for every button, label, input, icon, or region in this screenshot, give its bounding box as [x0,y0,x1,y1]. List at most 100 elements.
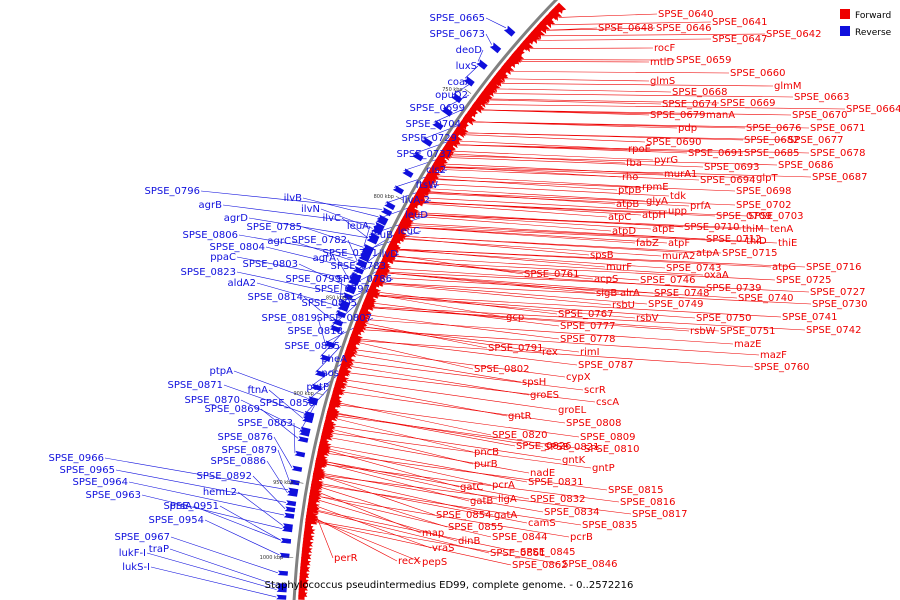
reverse-gene-label: SPSE_0823 [181,267,237,278]
forward-gene-label: rpoE [628,144,651,155]
forward-gene-marker [411,197,420,205]
forward-gene-label: SPSE_0659 [676,55,732,66]
reverse-gene-marker [503,25,516,37]
forward-leader-line [316,510,490,554]
forward-gene-label: SPSE_0712 [706,234,762,245]
forward-leader-line [386,272,620,294]
forward-gene-marker [486,82,498,93]
forward-gene-marker [503,59,514,70]
forward-gene-label: SPSE_0727 [810,287,866,298]
forward-leader-line [323,475,632,515]
legend-reverse-label: Reverse [855,28,892,38]
reverse-leader-line [150,566,277,598]
forward-gene-label: ptpB [618,185,642,196]
forward-gene-marker [498,66,509,76]
forward-leader-line [441,169,700,181]
forward-gene-label: SPSE_0679 [650,110,706,121]
forward-leader-line [485,104,846,110]
forward-gene-label: vraS [432,543,455,554]
forward-leader-line [501,83,774,87]
forward-gene-label: SPSE_0750 [696,313,752,324]
forward-leader-line [443,166,812,178]
forward-leader-line [481,109,792,116]
reverse-gene-label: SPSE_0783 [331,261,387,272]
forward-leader-line [327,453,608,491]
forward-gene-marker [364,295,377,305]
forward-gene-marker [548,9,560,21]
forward-gene-marker [441,146,452,155]
reverse-gene-marker [463,76,475,87]
forward-leader-line [364,326,580,353]
forward-gene-label: acpS [594,274,618,285]
forward-gene-label: SPSE_0660 [730,68,786,79]
forward-leader-line [457,144,810,154]
reverse-gene-marker [489,42,502,54]
forward-gene-marker [388,241,400,251]
forward-gene-label: atpA [696,248,719,259]
forward-gene-label: SPSE_0743 [666,263,722,274]
forward-gene-label: SPSE_0778 [560,334,616,345]
forward-gene-label: SPSE_0854 [436,510,492,521]
forward-gene-label: rho [622,172,638,183]
reverse-gene-label: SPSE_0807 [317,313,373,324]
forward-gene-label: SPSE_0670 [792,110,848,121]
reverse-gene-label: agrB [199,200,223,211]
tick-mark [348,297,356,301]
reverse-leader-line [273,436,293,468]
forward-gene-label: SPSE_0746 [640,275,696,286]
forward-leader-line [424,197,668,212]
forward-gene-label: camS [528,518,556,529]
forward-leader-line [317,506,432,549]
forward-gene-label: SPSE_0685 [744,148,800,159]
forward-leader-line [404,236,722,254]
reverse-gene-label: cls2 [426,165,446,176]
forward-gene-marker [474,98,484,107]
forward-gene-marker [383,251,393,259]
forward-leader-line [465,132,788,141]
forward-leader-line [322,476,436,516]
forward-leader-line [337,412,516,447]
reverse-gene-marker [432,120,444,131]
reverse-gene-marker [314,370,326,378]
forward-gene-label: manA [706,110,735,121]
reverse-gene-label: SPSE_0876 [218,432,274,443]
forward-gene-label: glmM [774,81,802,92]
forward-leader-line [343,391,566,424]
forward-gene-label: fabZ [636,238,659,249]
forward-gene-marker [525,34,537,45]
reverse-leader-line [307,372,341,401]
reverse-gene-label: SPSE_0804 [210,242,266,253]
forward-leader-line [415,214,742,230]
reverse-leader-line [104,457,289,491]
reverse-gene-label: SPSE_0967 [115,532,171,543]
reverse-gene-marker [280,538,292,544]
reverse-gene-marker [332,318,344,327]
forward-gene-label: SPSE_0862 [512,560,568,571]
forward-gene-label: rsbW [690,326,716,337]
forward-leader-line [392,259,594,280]
reverse-gene-marker [362,245,374,254]
forward-leader-line [333,425,562,461]
reverse-gene-marker [337,303,349,312]
reverse-gene-marker [353,266,365,275]
forward-gene-label: SPSE_0808 [566,418,622,429]
reverse-leader-line [256,282,339,307]
forward-gene-label: SPSE_0687 [812,172,868,183]
forward-gene-label: SPSE_0749 [648,299,704,310]
reverse-gene-label: pheA [321,354,347,365]
forward-gene-marker [450,133,460,143]
reverse-leader-line [336,257,350,280]
reverse-gene-marker [421,136,433,147]
forward-gene-label: rsbU [612,300,635,311]
forward-gene-label: fba [626,158,642,169]
forward-gene-marker [358,311,368,319]
forward-leader-line [448,157,704,168]
forward-leader-line [377,294,506,318]
forward-gene-marker [356,314,369,323]
reverse-gene-marker [277,570,288,576]
reverse-gene-label: SPSE_0966 [49,453,105,464]
forward-gene-label: SPSE_0777 [560,321,616,332]
forward-leader-line [328,450,460,488]
reverse-gene-label: SPSE_0870 [185,395,241,406]
forward-gene-label: SPSE_0810 [584,444,640,455]
